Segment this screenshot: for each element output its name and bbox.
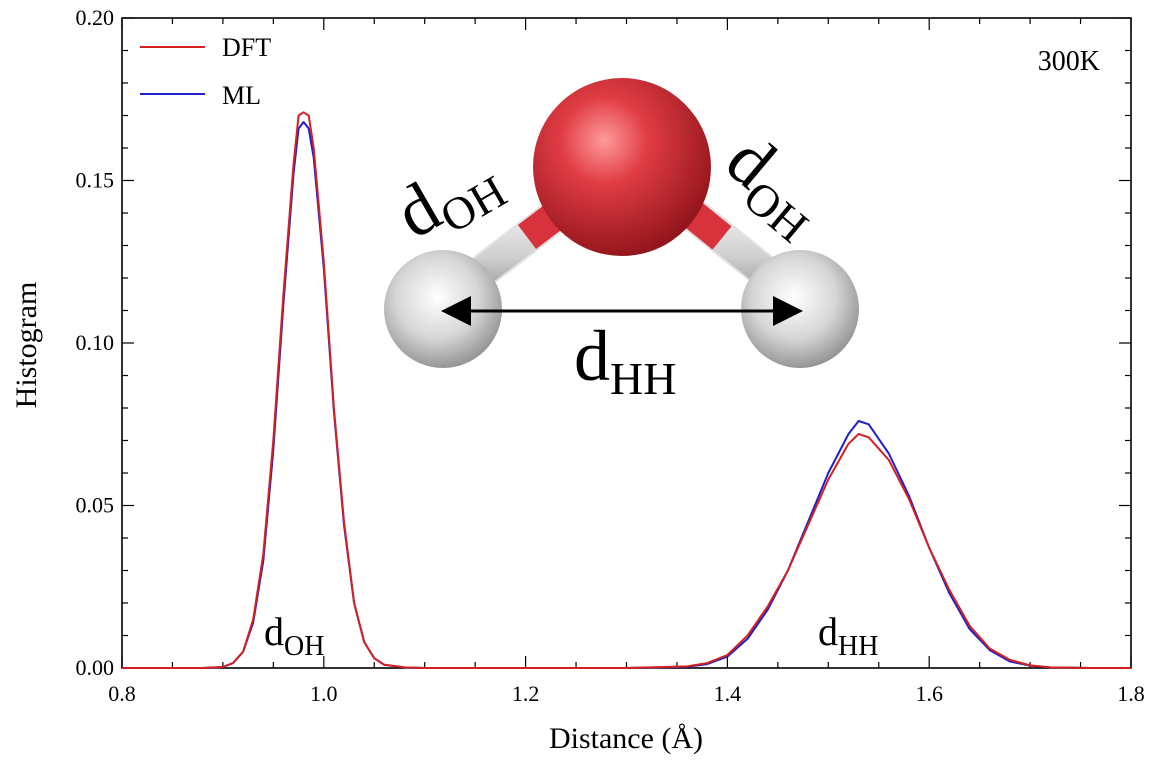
hydrogen-atom-right [741,250,859,368]
y-tick-label: 0.10 [76,330,115,355]
x-tick-label: 1.2 [512,681,540,706]
x-axis-title: Distance (Å) [549,722,703,755]
legend: DFT ML [140,33,271,110]
x-tick-label: 1.4 [714,681,742,706]
legend-label-dft: DFT [222,33,271,62]
oxygen-atom [533,78,711,256]
x-tick-label: 1.6 [915,681,943,706]
peak-label-hh: dHH [818,609,878,662]
x-tick-label: 0.8 [108,681,136,706]
tick-labels: 0.8 1.0 1.2 1.4 1.6 1.8 0.00 0.05 0.10 0.15 0.20 [76,5,1145,706]
temperature-annotation: 300K [1038,46,1100,77]
y-axis-title: Histogram [10,282,43,409]
series-line-dft [122,111,1131,669]
legend-label-ml: ML [222,81,261,110]
x-tick-label: 1.0 [310,681,338,706]
hydrogen-atom-left [384,250,502,368]
water-molecule-illustration: dOH dOH dHH [382,78,859,404]
y-tick-label: 0.15 [76,168,115,193]
hh-distance-label: dHH [574,316,676,404]
y-tick-label: 0.00 [76,655,115,680]
peak-label-oh: dOH [264,609,324,662]
y-tick-label: 0.20 [76,5,115,30]
x-tick-label: 1.8 [1117,681,1145,706]
y-tick-label: 0.05 [76,493,115,518]
series-layer [122,111,1131,669]
